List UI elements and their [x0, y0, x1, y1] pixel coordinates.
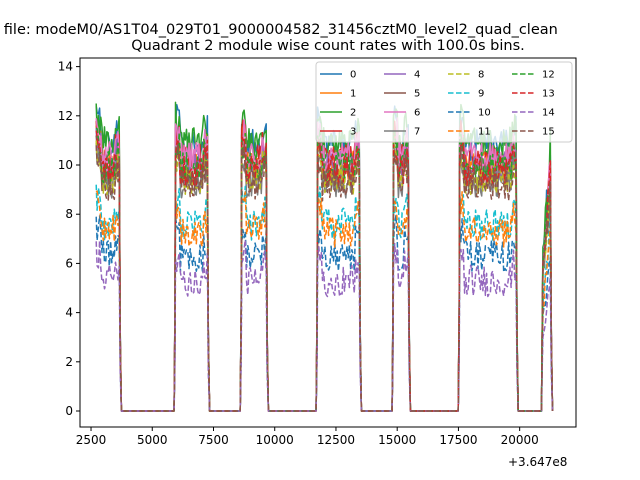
axes-frame — [79, 57, 577, 428]
legend-label-14: 14 — [542, 108, 555, 119]
legend-label-7: 7 — [414, 127, 420, 138]
legend-label-12: 12 — [542, 70, 555, 81]
series-line-8 — [95, 140, 554, 412]
legend-label-13: 13 — [542, 89, 555, 100]
legend-frame — [315, 61, 573, 143]
x-tick-label: 15000 — [378, 433, 416, 447]
x-tick-label: 10000 — [256, 433, 294, 447]
y-tick-label: 4 — [65, 306, 73, 320]
legend-label-11: 11 — [478, 127, 491, 138]
series-line-14 — [95, 239, 554, 412]
x-offset-label: +3.647e8 — [508, 455, 567, 469]
legend-label-3: 3 — [350, 127, 356, 138]
x-tick-label: 7500 — [198, 433, 229, 447]
plot-area: 2500 5000 7500 10000 12500 15000 17500 20000 02… — [58, 57, 577, 469]
y-tick-label: 2 — [65, 355, 73, 369]
series-line-11 — [95, 190, 554, 412]
series-line-10 — [95, 214, 554, 412]
x-tick-label: 2500 — [76, 433, 107, 447]
legend-label-9: 9 — [478, 89, 484, 100]
y-tick-label: 12 — [58, 109, 73, 123]
x-axis: 2500 5000 7500 10000 12500 15000 17500 20000 — [76, 427, 539, 447]
figure-suptitle: n file: modeM0/AS1T04_029T01_9000004582_… — [0, 22, 558, 38]
y-tick-label: 6 — [65, 256, 73, 270]
legend-label-6: 6 — [414, 108, 420, 119]
series-line-12 — [95, 127, 554, 412]
x-tick-label: 17500 — [439, 433, 477, 447]
legend-label-8: 8 — [478, 70, 484, 81]
chart-title: Quadrant 2 module wise count rates with … — [131, 38, 525, 54]
series-line-15 — [95, 143, 554, 412]
legend-label-0: 0 — [350, 70, 356, 81]
y-axis: 0 2 4 6 8 10 12 14 — [58, 60, 80, 418]
y-tick-label: 0 — [65, 404, 73, 418]
y-tick-label: 14 — [58, 60, 73, 74]
legend-label-10: 10 — [478, 108, 491, 119]
legend-label-2: 2 — [350, 108, 356, 119]
legend-label-15: 15 — [542, 127, 555, 138]
y-tick-label: 8 — [65, 207, 73, 221]
x-tick-label: 20000 — [501, 433, 539, 447]
legend-label-4: 4 — [414, 70, 420, 81]
series-line-13 — [95, 130, 554, 412]
x-tick-label: 12500 — [317, 433, 355, 447]
x-tick-label: 5000 — [137, 433, 168, 447]
y-tick-label: 10 — [58, 158, 73, 172]
legend-label-1: 1 — [350, 89, 356, 100]
legend-label-5: 5 — [414, 89, 420, 100]
